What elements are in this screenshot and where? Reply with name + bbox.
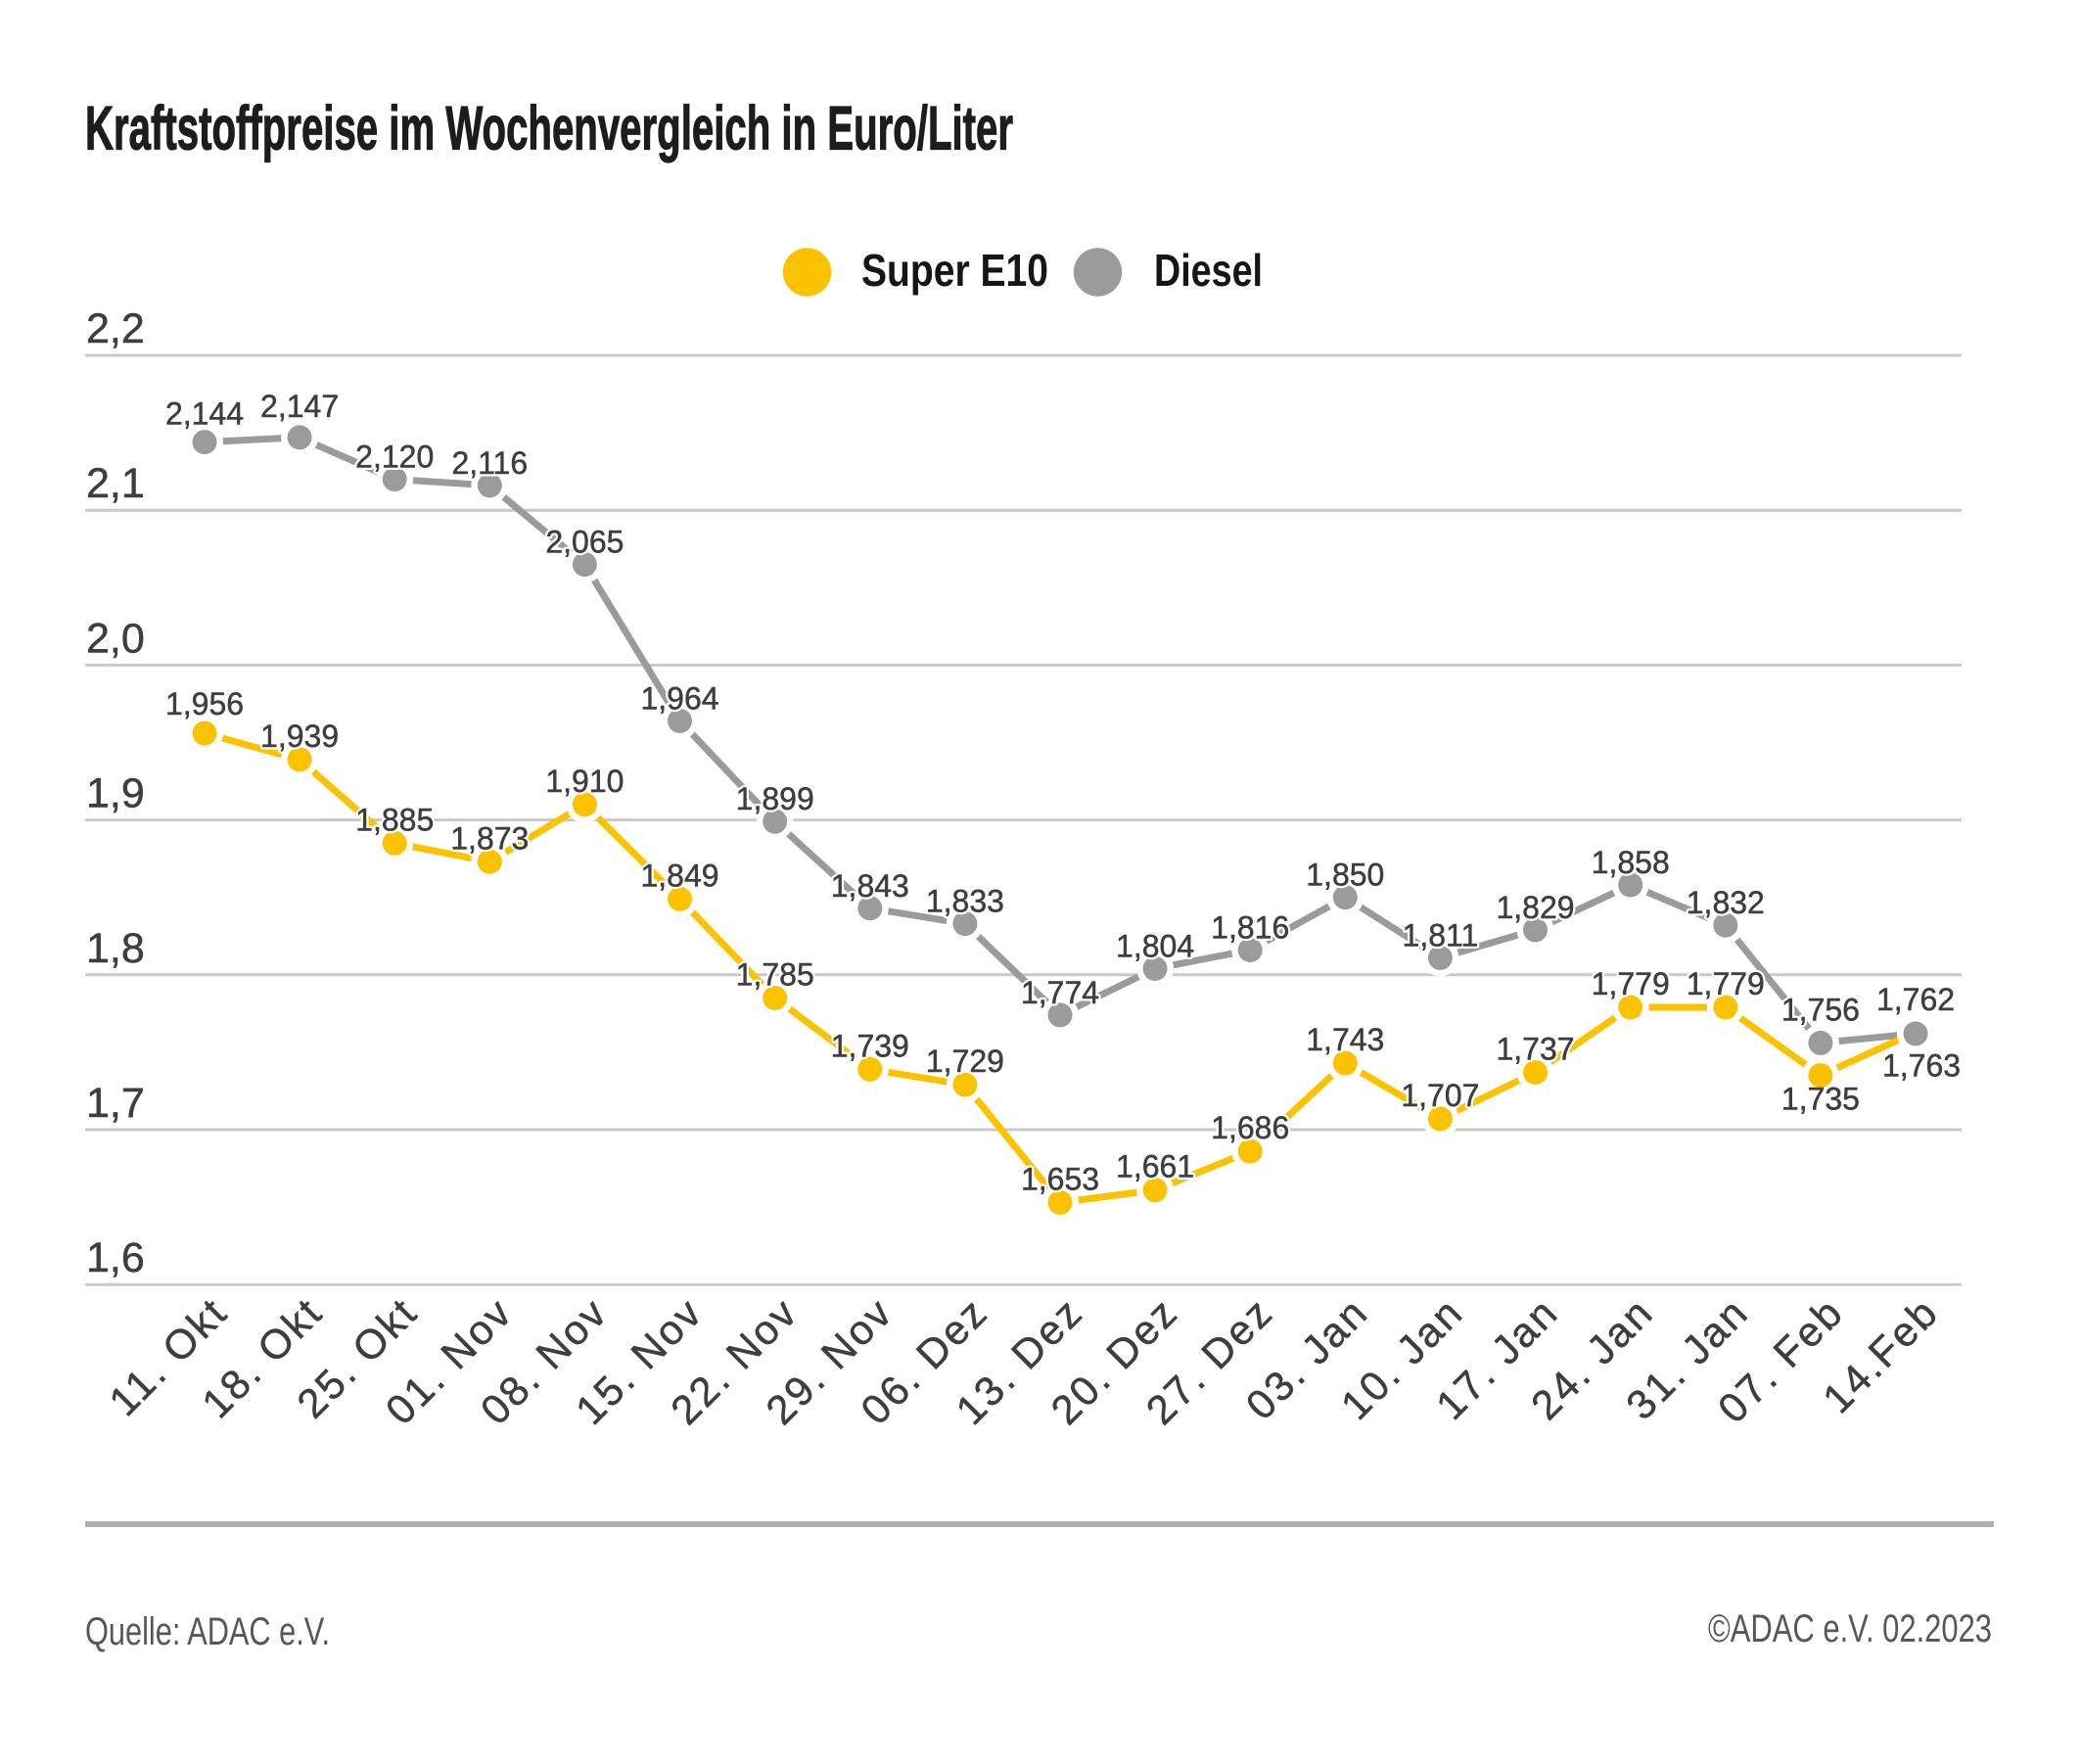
svg-text:1,832: 1,832 [1687, 885, 1765, 920]
svg-text:2,147: 2,147 [260, 389, 339, 424]
svg-text:1,956: 1,956 [165, 686, 244, 721]
svg-text:1,8: 1,8 [86, 925, 145, 972]
svg-text:1,779: 1,779 [1687, 966, 1765, 1001]
svg-text:1,939: 1,939 [260, 719, 339, 754]
svg-text:1,737: 1,737 [1496, 1032, 1574, 1067]
svg-text:1,833: 1,833 [926, 884, 1004, 919]
svg-text:1,899: 1,899 [736, 781, 814, 816]
svg-text:2,065: 2,065 [545, 525, 624, 560]
svg-text:1,774: 1,774 [1021, 975, 1099, 1010]
svg-text:1,9: 1,9 [86, 770, 145, 817]
svg-text:1,910: 1,910 [545, 764, 624, 799]
svg-text:1,762: 1,762 [1876, 982, 1955, 1017]
svg-text:1,964: 1,964 [640, 680, 718, 716]
svg-text:1,686: 1,686 [1211, 1110, 1289, 1145]
svg-text:1,785: 1,785 [736, 957, 814, 993]
svg-text:1,858: 1,858 [1592, 845, 1670, 880]
svg-text:1,739: 1,739 [831, 1028, 909, 1063]
svg-text:1,743: 1,743 [1306, 1022, 1384, 1057]
svg-text:1,707: 1,707 [1401, 1078, 1479, 1113]
svg-text:2,1: 2,1 [86, 460, 145, 507]
svg-text:1,885: 1,885 [355, 802, 434, 837]
svg-text:2,120: 2,120 [355, 440, 434, 475]
svg-text:1,858: 1,858 [1592, 845, 1670, 880]
svg-text:2,116: 2,116 [451, 445, 528, 481]
svg-text:1,762: 1,762 [1876, 982, 1955, 1017]
svg-text:1,956: 1,956 [165, 686, 244, 721]
svg-text:1,899: 1,899 [736, 781, 814, 816]
svg-text:1,743: 1,743 [1306, 1022, 1384, 1057]
svg-text:1,832: 1,832 [1687, 885, 1765, 920]
svg-text:1,873: 1,873 [450, 820, 529, 856]
svg-text:1,829: 1,829 [1496, 890, 1574, 925]
svg-text:1,849: 1,849 [640, 858, 718, 893]
svg-text:1,774: 1,774 [1021, 975, 1099, 1010]
svg-text:1,653: 1,653 [1021, 1161, 1099, 1196]
svg-text:Quelle: ADAC e.V.: Quelle: ADAC e.V. [85, 1610, 330, 1653]
svg-text:1,756: 1,756 [1781, 992, 1860, 1027]
svg-text:2,2: 2,2 [86, 305, 145, 352]
svg-text:1,850: 1,850 [1306, 858, 1384, 893]
svg-text:1,729: 1,729 [926, 1044, 1004, 1079]
svg-text:1,816: 1,816 [1211, 910, 1289, 946]
svg-text:2,116: 2,116 [451, 445, 528, 481]
svg-text:1,707: 1,707 [1401, 1078, 1479, 1113]
svg-text:1,729: 1,729 [926, 1044, 1004, 1079]
svg-text:1,849: 1,849 [640, 858, 718, 893]
svg-text:1,811: 1,811 [1403, 917, 1479, 952]
svg-text:1,811: 1,811 [1403, 917, 1479, 952]
svg-text:1,939: 1,939 [260, 719, 339, 754]
svg-text:1,804: 1,804 [1116, 929, 1194, 964]
svg-text:1,829: 1,829 [1496, 890, 1574, 925]
svg-text:2,065: 2,065 [545, 525, 624, 560]
svg-text:1,763: 1,763 [1882, 1047, 1961, 1083]
svg-text:1,737: 1,737 [1496, 1032, 1574, 1067]
svg-text:1,661: 1,661 [1116, 1149, 1194, 1184]
svg-text:1,843: 1,843 [831, 868, 909, 904]
svg-text:1,833: 1,833 [926, 884, 1004, 919]
svg-text:1,843: 1,843 [831, 868, 909, 904]
svg-text:1,661: 1,661 [1116, 1149, 1194, 1184]
svg-text:1,686: 1,686 [1211, 1110, 1289, 1145]
svg-text:1,785: 1,785 [736, 957, 814, 993]
svg-text:1,816: 1,816 [1211, 910, 1289, 946]
svg-text:1,885: 1,885 [355, 802, 434, 837]
svg-text:1,653: 1,653 [1021, 1161, 1099, 1196]
svg-text:2,144: 2,144 [165, 396, 244, 432]
svg-text:1,910: 1,910 [545, 764, 624, 799]
svg-text:Super E10: Super E10 [861, 245, 1048, 296]
svg-text:2,147: 2,147 [260, 389, 339, 424]
svg-text:1,964: 1,964 [640, 680, 718, 716]
svg-text:1,779: 1,779 [1592, 966, 1670, 1001]
svg-text:Diesel: Diesel [1154, 245, 1263, 296]
svg-text:1,756: 1,756 [1781, 992, 1860, 1027]
svg-text:1,804: 1,804 [1116, 929, 1194, 964]
svg-text:1,873: 1,873 [450, 820, 529, 856]
svg-text:2,144: 2,144 [165, 396, 244, 432]
svg-text:1,6: 1,6 [86, 1234, 145, 1281]
svg-text:2,120: 2,120 [355, 440, 434, 475]
svg-text:©ADAC e.V. 02.2023: ©ADAC e.V. 02.2023 [1708, 1607, 1992, 1650]
svg-text:1,7: 1,7 [86, 1080, 145, 1127]
svg-text:2,0: 2,0 [86, 615, 145, 662]
svg-text:1,779: 1,779 [1592, 966, 1670, 1001]
svg-text:Kraftstoffpreise im Wochenverg: Kraftstoffpreise im Wochenvergleich in E… [85, 95, 1013, 163]
svg-text:1,735: 1,735 [1781, 1082, 1860, 1117]
svg-text:1,739: 1,739 [831, 1028, 909, 1063]
svg-text:1,779: 1,779 [1687, 966, 1765, 1001]
svg-text:1,850: 1,850 [1306, 858, 1384, 893]
